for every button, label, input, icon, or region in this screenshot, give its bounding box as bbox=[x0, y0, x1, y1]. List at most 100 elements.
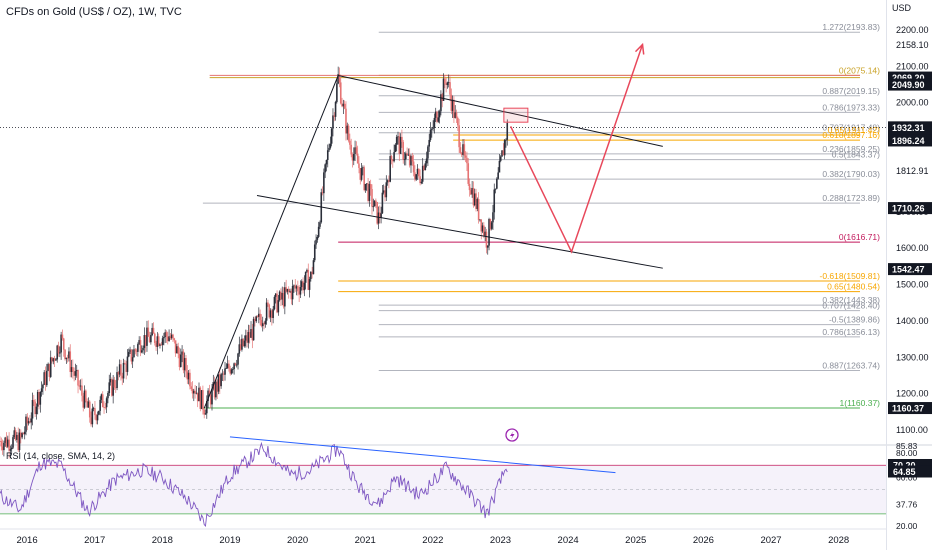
time-axis-tick: 2017 bbox=[84, 535, 105, 546]
candle bbox=[202, 385, 204, 415]
time-axis-tick: 2022 bbox=[422, 535, 443, 546]
projection-path[interactable] bbox=[509, 44, 644, 254]
candle-body bbox=[412, 161, 415, 173]
price-badge-label: 1932.31 bbox=[892, 123, 925, 133]
candle-body bbox=[230, 369, 233, 374]
candle-body bbox=[489, 219, 492, 229]
rsi-line[interactable] bbox=[0, 441, 508, 528]
candle bbox=[345, 101, 347, 141]
rsi-divergence-line[interactable] bbox=[229, 436, 616, 474]
candle-body bbox=[53, 358, 56, 361]
resistance-box[interactable] bbox=[503, 107, 529, 123]
candle bbox=[117, 371, 120, 381]
candle-body bbox=[399, 136, 402, 154]
rsi-pane[interactable] bbox=[0, 436, 886, 528]
lightning-icon[interactable] bbox=[505, 428, 519, 442]
candle-body bbox=[233, 363, 235, 370]
price-badge-label: 1896.24 bbox=[892, 136, 925, 146]
candle-body bbox=[229, 368, 232, 374]
candle-body bbox=[200, 390, 203, 409]
candle bbox=[284, 282, 286, 315]
candle-body bbox=[493, 189, 496, 213]
candle-body bbox=[217, 374, 220, 392]
candlestick-series bbox=[0, 66, 509, 459]
candle bbox=[61, 329, 64, 341]
candle-body bbox=[397, 136, 399, 138]
candle-body bbox=[258, 313, 260, 317]
candle bbox=[419, 169, 421, 186]
candle-body bbox=[70, 367, 73, 372]
drawings[interactable] bbox=[203, 42, 663, 409]
candle-body bbox=[381, 192, 384, 214]
candle-body bbox=[447, 82, 450, 83]
candle-body bbox=[48, 363, 51, 377]
candle-body bbox=[221, 373, 224, 375]
fib-retracement-levels[interactable]: 1.272(2193.83) 0(2075.14) 0.887(2019.15) 0.… bbox=[0, 22, 886, 409]
candle-body bbox=[220, 374, 222, 387]
candle bbox=[311, 266, 313, 279]
candle-body bbox=[151, 327, 153, 336]
candle bbox=[126, 349, 129, 376]
candle bbox=[389, 149, 391, 183]
candle bbox=[337, 66, 339, 85]
candle-body bbox=[295, 286, 298, 289]
fib-level-label: 1(1160.37) bbox=[840, 398, 881, 408]
trendline-upper-channel[interactable] bbox=[338, 74, 663, 147]
candle-body bbox=[255, 316, 258, 322]
candle-body bbox=[222, 373, 225, 375]
candle bbox=[501, 149, 503, 157]
candle-body bbox=[459, 147, 462, 153]
candle bbox=[303, 275, 306, 297]
candle-body bbox=[107, 393, 109, 399]
candle-body bbox=[269, 310, 272, 318]
candle bbox=[442, 73, 445, 101]
candle-body bbox=[299, 287, 302, 295]
candle-body bbox=[356, 153, 359, 164]
candle-body bbox=[189, 372, 191, 387]
candle bbox=[17, 427, 20, 452]
candle-body bbox=[142, 347, 144, 351]
candle-body bbox=[311, 271, 313, 275]
candle bbox=[108, 374, 111, 397]
candle bbox=[36, 389, 39, 415]
candle-body bbox=[321, 192, 324, 194]
candle-body bbox=[454, 112, 457, 118]
candle bbox=[248, 325, 251, 344]
candle-body bbox=[78, 385, 81, 387]
candle bbox=[178, 347, 181, 371]
candle bbox=[339, 77, 342, 105]
candle-body bbox=[144, 335, 147, 346]
candle bbox=[133, 344, 135, 358]
candle-body bbox=[0, 441, 3, 447]
candle-body bbox=[69, 351, 72, 372]
candle-body bbox=[429, 129, 432, 140]
candle bbox=[107, 391, 109, 404]
fib-level-label: 0.5(1843.37) bbox=[832, 150, 880, 160]
candle-body bbox=[421, 165, 424, 182]
rsi-badge bbox=[888, 465, 932, 478]
rsi-axis-tick: 37.76 bbox=[896, 499, 918, 509]
trendline-rally-line[interactable] bbox=[203, 75, 339, 409]
candle bbox=[416, 164, 419, 180]
trendline-lower-channel[interactable] bbox=[256, 194, 663, 269]
fib-level-label: 0.618(1897.16) bbox=[822, 130, 880, 140]
candle-body bbox=[182, 351, 185, 371]
candle bbox=[260, 314, 263, 328]
candle bbox=[118, 359, 121, 378]
candle-body bbox=[209, 394, 212, 405]
candle bbox=[195, 386, 198, 395]
candle bbox=[365, 183, 368, 192]
candle bbox=[10, 444, 13, 454]
candle bbox=[446, 81, 449, 89]
candle bbox=[101, 391, 104, 408]
candle bbox=[199, 386, 202, 412]
candle bbox=[99, 396, 101, 416]
time-axis-tick: 2024 bbox=[558, 535, 579, 546]
price-axis-tick: 2100.00 bbox=[896, 61, 929, 71]
candle-body bbox=[130, 349, 133, 362]
candle bbox=[130, 349, 133, 365]
candle bbox=[57, 341, 60, 357]
candle bbox=[204, 409, 207, 415]
